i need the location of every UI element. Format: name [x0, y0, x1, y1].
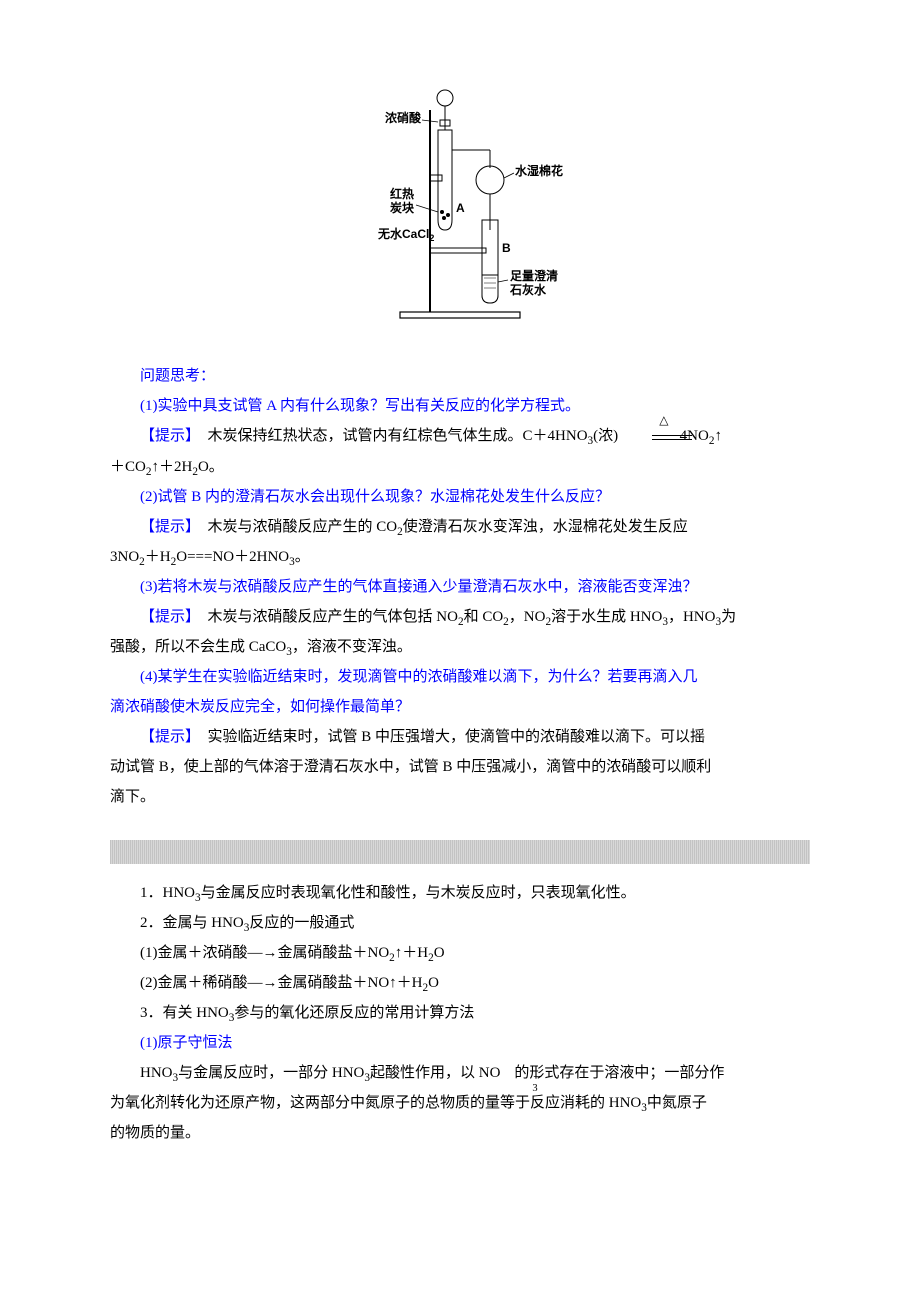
hint-label: 【提示】: [140, 609, 193, 625]
summary-2a: (1)金属＋浓硝酸―→金属硝酸盐＋NO2↑＋H2O: [110, 938, 810, 968]
summary-2b: (2)金属＋稀硝酸―→金属硝酸盐＋NO↑＋H2O: [110, 968, 810, 998]
question-1: (1)实验中具支试管 A 内有什么现象？写出有关反应的化学方程式。: [110, 391, 810, 421]
thinking-header: 问题思考：: [110, 361, 810, 391]
hint-label: 【提示】: [140, 729, 193, 745]
answer-4-line2: 动试管 B，使上部的气体溶于澄清石灰水中，试管 B 中压强减小，滴管中的浓硝酸可…: [110, 752, 810, 782]
reaction-arrow: △: [622, 422, 676, 452]
hint-label: 【提示】: [140, 428, 193, 444]
summary-3a: (1)原子守恒法: [110, 1028, 810, 1058]
label-limewater1: 足量澄清: [510, 268, 558, 283]
answer-4-line1: 【提示】 实验临近结束时，试管 B 中压强增大，使滴管中的浓硝酸难以滴下。可以摇: [110, 722, 810, 752]
label-point-a: A: [456, 201, 465, 215]
answer-3-line2: 强酸，所以不会生成 CaCO3，溶液不变浑浊。: [110, 632, 810, 662]
summary-2: 2．金属与 HNO3反应的一般通式: [110, 908, 810, 938]
label-conc-nitric: 浓硝酸: [385, 110, 422, 125]
label-anhydrous: 无水CaCl2: [377, 226, 434, 243]
question-3: (3)若将木炭与浓硝酸反应产生的气体直接通入少量澄清石灰水中，溶液能否变浑浊？: [110, 572, 810, 602]
summary-3p-line2: 为氧化剂转化为还原产物，这两部分中氮原子的总物质的量等于反应消耗的 HNO3中氮…: [110, 1088, 810, 1118]
apparatus-diagram: 浓硝酸 水湿棉花 红热 炭块 A 无水CaCl2 B 足量澄清 石灰水: [110, 80, 810, 341]
answer-4-line3: 滴下。: [110, 782, 810, 812]
question-4a: (4)某学生在实验临近结束时，发现滴管中的浓硝酸难以滴下，为什么？若要再滴入几: [110, 662, 810, 692]
answer-1-line1: 【提示】 木炭保持红热状态，试管内有红棕色气体生成。C＋4HNO3(浓) △ 4…: [110, 421, 810, 452]
summary-3p-line3: 的物质的量。: [110, 1118, 810, 1148]
diagram-svg: 浓硝酸 水湿棉花 红热 炭块 A 无水CaCl2 B 足量澄清 石灰水: [330, 80, 590, 330]
label-charcoal: 炭块: [390, 200, 415, 215]
summary-1: 1．HNO3与金属反应时表现氧化性和酸性，与木炭反应时，只表现氧化性。: [110, 878, 810, 908]
section-divider: [110, 840, 810, 864]
summary-3: 3．有关 HNO3参与的氧化还原反应的常用计算方法: [110, 998, 810, 1028]
label-limewater2: 石灰水: [509, 282, 547, 297]
label-red-hot: 红热: [390, 186, 414, 201]
page-content: 浓硝酸 水湿棉花 红热 炭块 A 无水CaCl2 B 足量澄清 石灰水 问题思考…: [0, 0, 920, 1208]
hint-label: 【提示】: [140, 519, 193, 535]
answer-3-line1: 【提示】 木炭与浓硝酸反应产生的气体包括 NO2和 CO2，NO2溶于水生成 H…: [110, 602, 810, 632]
summary-3p-line1: HNO3与金属反应时，一部分 HNO3起酸性作用，以 NO－3的形式存在于溶液中…: [110, 1058, 810, 1088]
answer-2-line2: 3NO2＋H2O===NO＋2HNO3。: [110, 542, 810, 572]
answer-2-line1: 【提示】 木炭与浓硝酸反应产生的 CO2使澄清石灰水变浑浊，水湿棉花处发生反应: [110, 512, 810, 542]
label-wet-cotton: 水湿棉花: [515, 163, 563, 178]
label-point-b: B: [502, 241, 511, 255]
answer-1-line2: ＋CO2↑＋2H2O。: [110, 452, 810, 482]
question-2: (2)试管 B 内的澄清石灰水会出现什么现象？水湿棉花处发生什么反应？: [110, 482, 810, 512]
question-4b: 滴浓硝酸使木炭反应完全，如何操作最简单？: [110, 692, 810, 722]
